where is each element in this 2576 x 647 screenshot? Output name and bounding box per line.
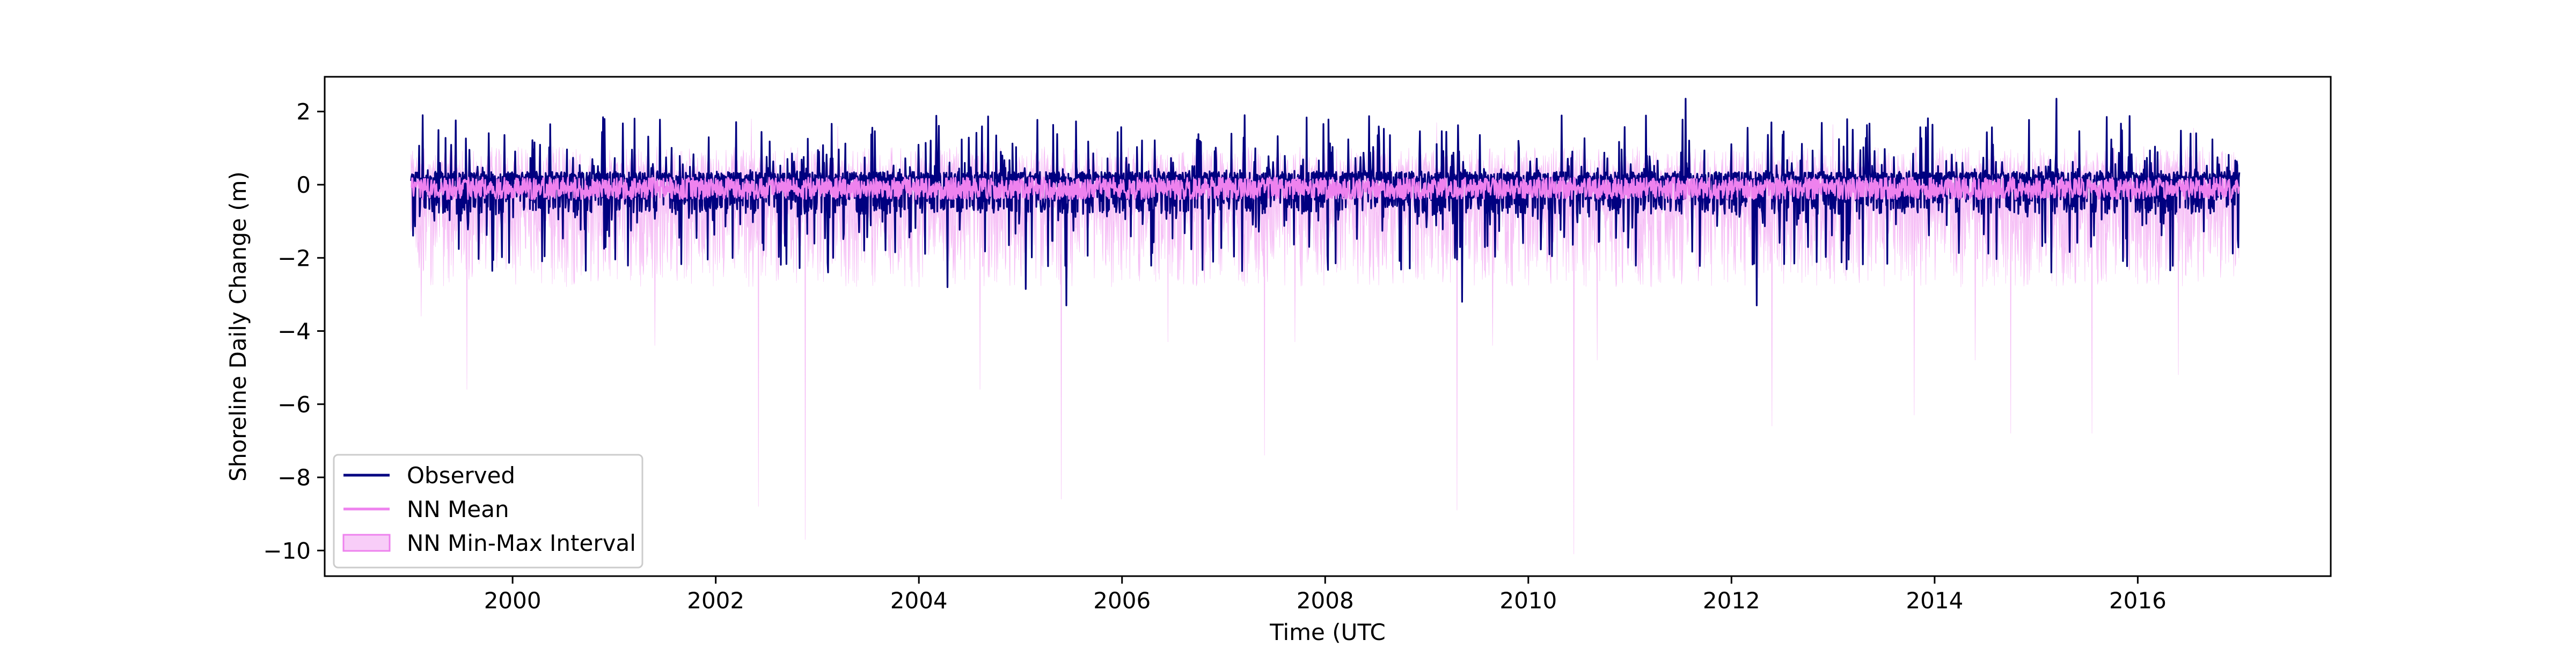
nn-mean-line xyxy=(411,176,2241,200)
y-tick-label: −4 xyxy=(277,318,311,345)
x-tick-label: 2010 xyxy=(1499,587,1557,614)
observed-series xyxy=(410,98,2241,307)
x-axis-label: Time (UTC xyxy=(1269,619,1386,644)
legend-label-observed: Observed xyxy=(407,462,515,489)
y-tick-label: −6 xyxy=(277,391,311,418)
x-tick-label: 2000 xyxy=(484,587,541,614)
x-tick-label: 2016 xyxy=(2109,587,2167,614)
y-tick-label: 0 xyxy=(296,172,311,198)
x-tick-label: 2006 xyxy=(1093,587,1151,614)
plot-area-frame xyxy=(324,76,2332,577)
legend-label-nn-mean: NN Mean xyxy=(407,496,509,522)
x-tick-label: 2002 xyxy=(687,587,744,614)
nn-mean-series xyxy=(411,176,2241,200)
y-tick-label: −10 xyxy=(263,537,311,564)
y-axis-label: Shoreline Daily Change (m) xyxy=(225,171,251,482)
y-axis: 2 0 −2 −4 −6 −8 −10 xyxy=(263,99,325,564)
y-tick-label: −2 xyxy=(277,245,311,271)
x-tick-label: 2014 xyxy=(1906,587,1963,614)
y-tick-label: 2 xyxy=(296,99,311,125)
legend-label-nn-min-max-interval: NN Min-Max Interval xyxy=(407,530,636,556)
x-tick-label: 2004 xyxy=(890,587,948,614)
y-tick-label: −8 xyxy=(277,464,311,491)
legend: Observed NN Mean NN Min-Max Interval xyxy=(333,454,643,569)
observed-line xyxy=(410,98,2241,307)
x-tick-label: 2008 xyxy=(1297,587,1354,614)
legend-swatch-nn-min-max-interval xyxy=(342,534,391,552)
x-axis: 2000 2002 2004 2006 2008 2010 2012 2014 2016 xyxy=(484,576,2167,614)
x-tick-label: 2012 xyxy=(1703,587,1760,614)
legend-box xyxy=(333,454,643,569)
